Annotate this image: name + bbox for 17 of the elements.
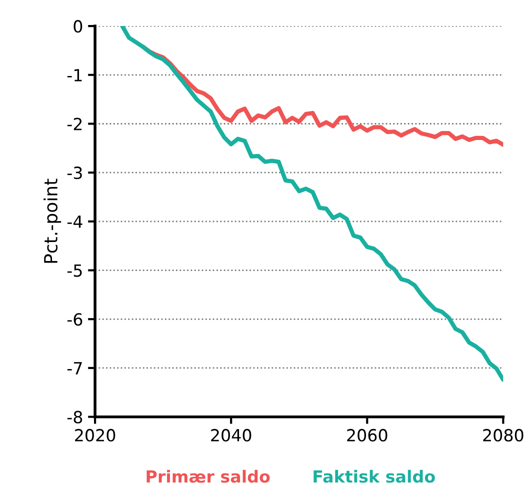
y-axis-title: Pct.-point: [44, 178, 62, 263]
line-series: [120, 26, 504, 382]
y-tick-label: 0: [74, 20, 82, 33]
text: Primær saldo: [146, 470, 270, 483]
y-tick-label: -4: [67, 216, 82, 228]
y-tick-label: -6: [67, 313, 82, 326]
x-tick-label: 2020: [75, 428, 116, 442]
y-tick-label: -2: [67, 118, 82, 130]
y-tick-label: -5: [67, 264, 82, 277]
text: Faktisk saldo: [314, 470, 435, 483]
y-tick-label: -1: [67, 69, 82, 82]
x-tick-label: 2080: [483, 428, 524, 442]
y-tick-label: -3: [67, 166, 82, 180]
y-tick-label: -7: [67, 362, 82, 374]
x-tick-label: 2060: [347, 428, 388, 442]
y-tick-label: -8: [67, 410, 82, 424]
x-tick-label: 2040: [211, 428, 252, 442]
